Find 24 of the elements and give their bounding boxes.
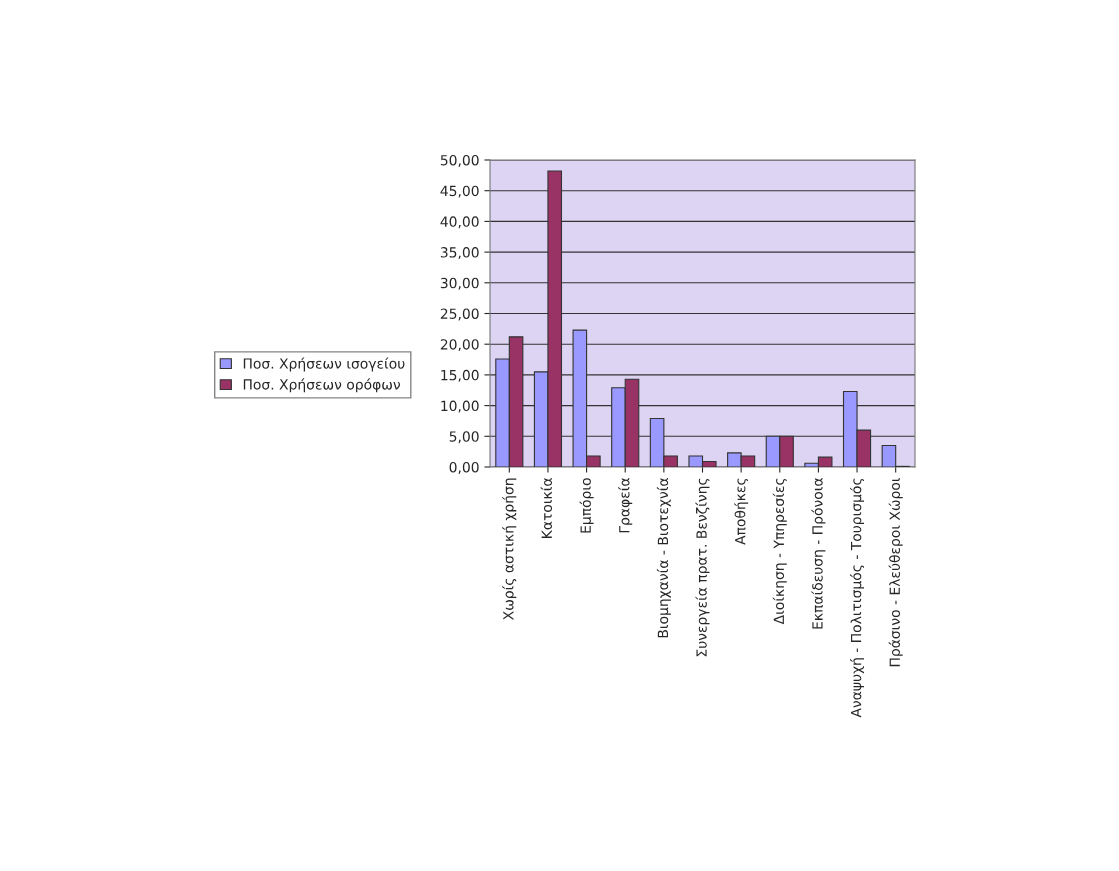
legend-label: Ποσ. Χρήσεων ισογείου bbox=[243, 357, 405, 372]
y-tick-label: 15,00 bbox=[441, 369, 479, 382]
x-tick-label: Χωρίς αστική χρήση bbox=[502, 478, 517, 620]
y-tick-label: 25,00 bbox=[440, 308, 479, 321]
y-tick-label: 35,00 bbox=[440, 247, 479, 259]
y-tick-label: 50,00 bbox=[440, 154, 479, 167]
y-tick-label: 30,00 bbox=[440, 277, 479, 290]
y-tick-label: 10,00 bbox=[441, 400, 479, 413]
x-tick-label: Πράσινο - Ελεύθεροι Χώροι bbox=[888, 477, 903, 667]
x-tick-label: Εκπαίδευση - Πρόνοια bbox=[811, 478, 826, 629]
x-tick-label: Αποθήκες bbox=[734, 478, 749, 545]
x-tick-label: Εμπόριο bbox=[579, 478, 594, 533]
x-tick-label: Αναψυχή - Πολιτισμός - Τουρισμός bbox=[850, 478, 865, 718]
legend-label: Ποσ. Χρήσεων ορόφων bbox=[243, 378, 400, 393]
y-tick-label: 0,00 bbox=[449, 461, 479, 474]
y-tick-label: 45,00 bbox=[440, 185, 479, 198]
x-tick-label: Κατοικία bbox=[540, 478, 552, 538]
x-tick-label: Γραφεία bbox=[618, 478, 633, 533]
y-tick-label: 40,00 bbox=[440, 216, 479, 229]
x-tick-label: Βιομηχανία - Βιοτεχνία bbox=[656, 478, 671, 638]
x-tick-label: Διοίκηση - Υπηρεσίες bbox=[772, 478, 787, 625]
x-tick-label: Συνεργεία πρατ. Βενζίνης bbox=[695, 478, 710, 657]
y-tick-label: 5,00 bbox=[449, 431, 479, 444]
y-tick-label: 20,00 bbox=[440, 339, 479, 352]
